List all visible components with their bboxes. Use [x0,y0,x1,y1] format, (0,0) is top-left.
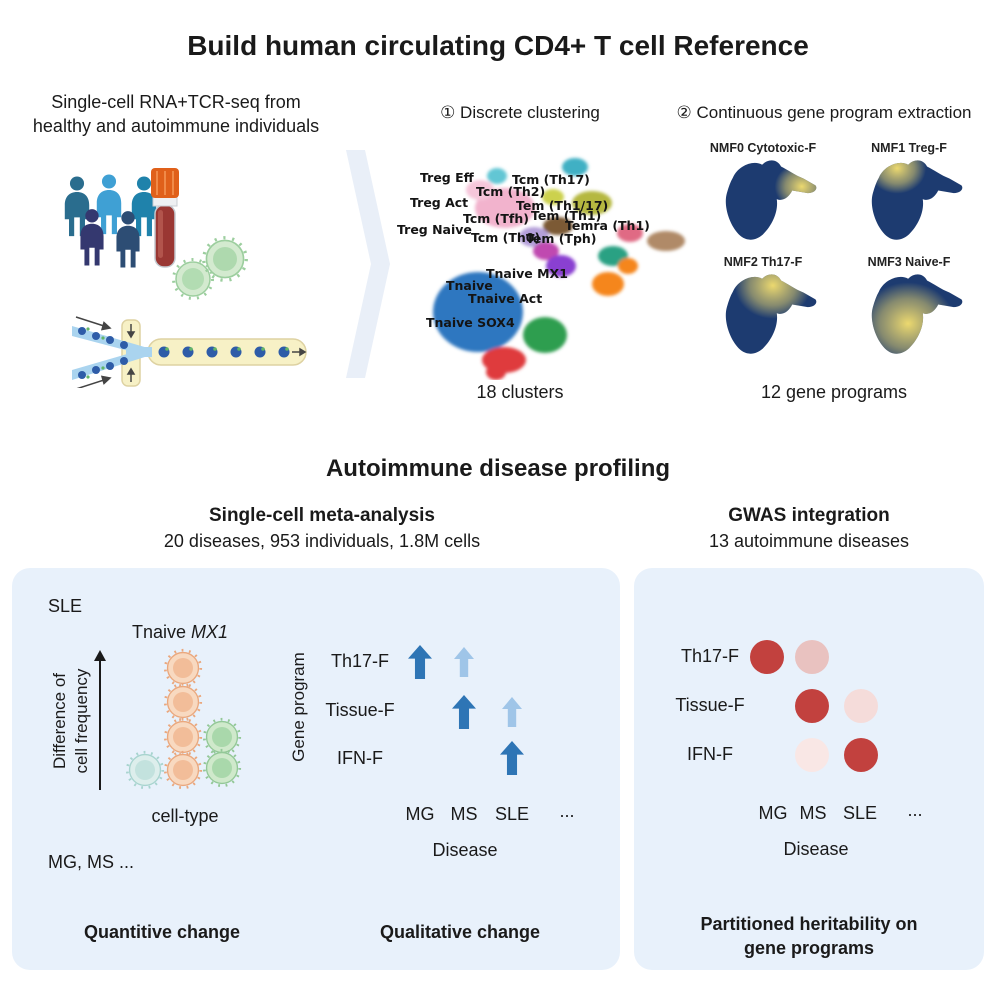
cluster-label: Temra (Th1) [565,218,650,233]
program-row-label: Th17-F [330,651,390,671]
celltype-title-prefix: Tnaive [131,622,191,642]
heritability-dot-strong [844,738,878,772]
nmf-map-0-plot [725,160,817,240]
cluster-label: Tnaive MX1 [486,266,568,281]
disease-col-label: MS [450,804,478,824]
sample-caption: Single-cell RNA+TCR-seq from healthy and… [8,90,344,138]
program-row-label: IFN-F [337,748,383,768]
flow-sorting-icon [72,316,307,388]
x-axis-label-disease: Disease [783,839,849,859]
cluster-label: Tnaive SOX4 [426,315,515,330]
programs-heading: ② Continuous gene program extraction [676,103,972,122]
meta-analysis-panel: SLE Tnaive MX1 Difference of cell freque… [12,568,620,970]
x-axis-label-disease: Disease [432,840,498,860]
nmf-map-3-label: NMF3 Naive-F [867,255,951,269]
gwas-panel: Th17-F Tissue-F IFN-F MG MS SLE ... Dise… [634,568,984,970]
flow-arrow-icon [346,150,390,378]
profiling-title: Autoimmune disease profiling [325,455,671,482]
program-row-label: Tissue-F [325,700,395,720]
program-row-label: IFN-F [687,744,733,764]
celltype-title: Tnaive MX1 [80,622,280,643]
umap-plot [433,158,685,380]
clustering-heading: ① Discrete clustering [440,103,600,122]
cluster-label: Tem (Tph) [526,231,597,246]
cluster-label: Treg Act [410,195,469,210]
disease-col-label: SLE [494,804,530,824]
cluster-label: Tcm (Th17) [512,172,590,187]
gwas-caption: Partitioned heritability on gene program… [644,912,974,960]
gwas-caption-line1: Partitioned heritability on [700,914,918,934]
y-axis-label-frequency: Difference of cell frequency [49,636,93,806]
y-axis-arrowhead [94,650,106,661]
disease-col-label: MS [799,803,827,823]
nmf-map-1-label: NMF1 Treg-F [871,141,947,155]
celltype-title-gene: MX1 [191,622,229,642]
nmf-map-3: NMF3 Naive-F [838,255,980,357]
cluster-label: Tem (Th1) [531,208,602,223]
heritability-dot-strong [795,689,829,723]
up-arrow-strong [500,741,524,775]
other-diseases-label: MG, MS ... [48,852,135,872]
sample-illustration [64,168,307,388]
cluster-label: Tcm (Tfh) [463,211,529,226]
heritability-dot-light [844,689,878,723]
y-axis-label-line1: Difference of [50,672,69,770]
cluster-label: Tcm (Th2) [476,184,546,199]
cluster-label: Treg Naive [397,222,472,237]
gwas-subheading: 13 autoimmune diseases [708,531,910,551]
program-count-caption: 12 gene programs [760,382,908,402]
program-row-label: Th17-F [680,646,740,666]
nmf-map-0-label: NMF0 Cytotoxic-F [709,141,817,155]
nmf-map-3-plot [871,274,963,354]
sample-caption-line1: Single-cell RNA+TCR-seq from [51,92,301,112]
disease-col-label: MG [758,803,788,823]
disease-label-sle: SLE [48,596,83,616]
cluster-label: Tcm (Th0) [471,230,541,245]
main-title: Build human circulating CD4+ T cell Refe… [187,30,809,61]
green-cell-icon [202,748,242,788]
orange-cell-icon [163,750,203,790]
sample-caption-line2: healthy and autoimmune individuals [32,116,320,136]
x-axis-label-celltype: cell-type [151,806,219,826]
qualitative-caption: Qualitative change [379,922,541,942]
people-icon [64,174,157,268]
nmf-map-2: NMF2 Th17-F [692,255,834,357]
program-row-label: Tissue-F [675,695,745,715]
disease-col-label: MG [405,804,435,824]
up-arrow-light [454,647,474,677]
teal-cell-icon [125,750,165,790]
cluster-label: Tem (Th1/17) [516,198,609,213]
t-cell-icon [173,237,247,299]
disease-col-ellipsis: ... [559,801,575,821]
y-axis-line [99,659,101,790]
up-arrow-strong [452,695,476,729]
orange-cell-icon [163,682,203,722]
cluster-label: Tnaive Act [468,291,543,306]
nmf-map-2-label: NMF2 Th17-F [723,255,803,269]
cluster-label: Treg Eff [420,170,474,185]
disease-col-ellipsis: ... [907,800,923,820]
up-arrow-light [502,697,522,727]
cluster-label: Tnaive [446,278,493,293]
disease-col-label: SLE [842,803,878,823]
gwas-heading: GWAS integration [728,505,890,526]
nmf-map-0: NMF0 Cytotoxic-F [692,141,834,243]
blood-tube-icon [151,168,179,268]
quantitative-caption: Quantitive change [83,922,241,942]
nmf-map-2-plot [725,274,817,354]
meta-analysis-heading: Single-cell meta-analysis [209,505,435,526]
cluster-count-caption: 18 clusters [476,382,564,402]
gwas-caption-line2: gene programs [743,938,875,958]
heritability-dot-faint [795,738,829,772]
nmf-map-1-plot [871,160,963,240]
y-axis-label-line2: cell frequency [72,668,91,774]
meta-analysis-subheading: 20 diseases, 953 individuals, 1.8M cells [163,531,481,551]
heritability-dot-strong [750,640,784,674]
nmf-map-1: NMF1 Treg-F [838,141,980,243]
heritability-dot-medium [795,640,829,674]
